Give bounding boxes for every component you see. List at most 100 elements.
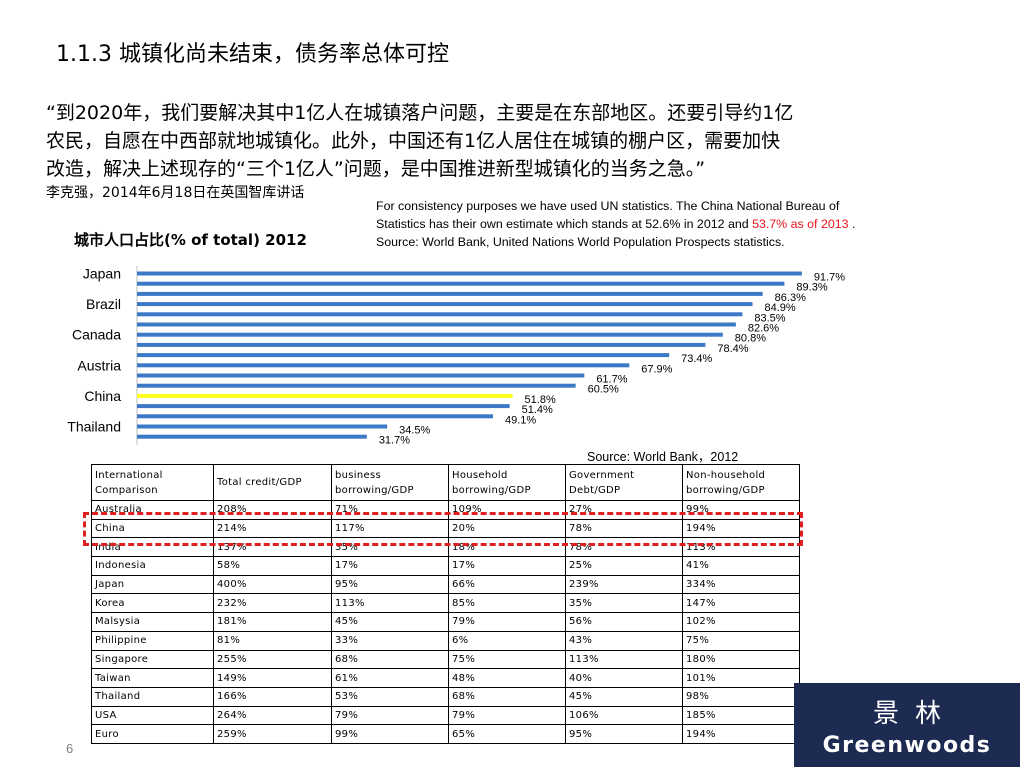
bar-value-label: 67.9% — [641, 363, 672, 375]
table-cell: 400% — [213, 574, 332, 595]
bar-value-label: 86.3% — [775, 292, 806, 304]
bar-value-label: 89.3% — [796, 282, 827, 294]
bar — [137, 434, 367, 439]
quote-line: “到2020年，我们要解决其中1亿人在城镇落户问题，主要是在东部地区。还要引导约… — [46, 102, 794, 124]
table-cell: 25% — [565, 556, 683, 576]
table-cell: 194% — [682, 724, 800, 744]
bar-value-label: 80.8% — [735, 333, 766, 345]
table-cell: 61% — [331, 668, 449, 688]
category-label: Austria — [77, 357, 121, 373]
bar — [137, 353, 670, 358]
bar — [137, 271, 802, 276]
bar-value-label: 73.4% — [681, 353, 712, 365]
table-cell: 180% — [682, 649, 800, 670]
table-cell: 239% — [565, 574, 683, 595]
table-cell: 75% — [682, 630, 800, 651]
table-cell: 79% — [448, 705, 566, 726]
bar — [137, 414, 493, 419]
bar — [137, 322, 736, 327]
bar-value-label: 61.7% — [596, 374, 627, 386]
table-row: USA 264% 79% 79% 106% 185% — [91, 705, 800, 726]
table-country-cell: Taiwan — [91, 668, 214, 688]
table-row: Indonesia 58% 17% 17% 25% 41% — [91, 556, 800, 576]
table-cell: 79% — [331, 705, 449, 726]
bar-value-label: 49.1% — [505, 414, 536, 426]
table-header-cell: Total credit/GDP — [213, 464, 332, 501]
table-header-cell: International Comparison — [91, 464, 214, 501]
table-cell: 99% — [331, 724, 449, 744]
urbanization-bar-chart: 91.7%89.3%86.3%84.9%83.5%82.6%80.8%78.4%… — [67, 266, 845, 447]
table-cell: 85% — [448, 593, 566, 614]
table-country-cell: Indonesia — [91, 556, 214, 576]
table-row: Euro 259% 99% 65% 95% 194% — [91, 724, 800, 744]
page-number: 6 — [66, 741, 74, 756]
note-source: Source: World Bank, United Nations World… — [376, 235, 785, 249]
table-cell: 259% — [213, 724, 332, 744]
table-header-cell: Government Debt/GDP — [565, 464, 683, 501]
statistics-note: For consistency purposes we have used UN… — [376, 197, 931, 251]
table-cell: 264% — [213, 705, 332, 726]
bar — [137, 332, 723, 337]
table-country-cell: Korea — [91, 593, 214, 614]
category-label: Thailand — [67, 419, 121, 435]
bar — [137, 342, 706, 347]
table-cell: 17% — [448, 556, 566, 576]
chart-title: 城市人口占比(% of total) 2012 — [74, 231, 307, 249]
table-country-cell: Euro — [91, 724, 214, 744]
table-cell: 17% — [331, 556, 449, 576]
table-cell: 166% — [213, 686, 332, 707]
debt-comparison-table: International Comparison Total credit/GDP… — [91, 464, 800, 744]
table-cell: 81% — [213, 630, 332, 651]
table-cell: 45% — [565, 686, 683, 707]
china-row-highlight — [83, 512, 803, 546]
bar-china-highlight — [137, 393, 513, 398]
quote-block: “到2020年，我们要解决其中1亿人在城镇落户问题，主要是在东部地区。还要引导约… — [46, 99, 946, 183]
greenwoods-logo: 景林 Greenwoods — [794, 683, 1020, 767]
logo-english-text: Greenwoods — [822, 733, 992, 758]
table-cell: 75% — [448, 649, 566, 670]
note-text: . — [848, 217, 856, 231]
table-cell: 35% — [565, 593, 683, 614]
table-header-cell: business borrowing/GDP — [331, 464, 449, 501]
bar-value-label: 82.6% — [748, 323, 779, 335]
table-cell: 98% — [682, 686, 800, 707]
table-cell: 40% — [565, 668, 683, 688]
bar — [137, 424, 388, 429]
table-cell: 255% — [213, 649, 332, 670]
table-header-cell: Household borrowing/GDP — [448, 464, 566, 501]
table-cell: 56% — [565, 612, 683, 632]
bar — [137, 383, 576, 388]
table-cell: 43% — [565, 630, 683, 651]
table-cell: 65% — [448, 724, 566, 744]
table-row: Korea 232% 113% 85% 35% 147% — [91, 593, 800, 614]
table-country-cell: Japan — [91, 574, 214, 595]
bar-value-label: 91.7% — [814, 272, 845, 284]
table-cell: 149% — [213, 668, 332, 688]
bar-value-label: 83.5% — [754, 312, 785, 324]
quote-attribution: 李克强，2014年6月18日在英国智库讲话 — [46, 185, 305, 201]
bar — [137, 373, 585, 378]
table-country-cell: Thailand — [91, 686, 214, 707]
bar-value-label: 60.5% — [588, 384, 619, 396]
note-text: Statistics has their own estimate which … — [376, 217, 753, 231]
table-cell: 45% — [331, 612, 449, 632]
table-cell: 102% — [682, 612, 800, 632]
bar — [137, 404, 510, 409]
table-row: Malsysia 181% 45% 79% 56% 102% — [91, 612, 800, 632]
category-label: Brazil — [86, 296, 121, 312]
table-cell: 334% — [682, 574, 800, 595]
table-cell: 185% — [682, 705, 800, 726]
table-row: Taiwan 149% 61% 48% 40% 101% — [91, 668, 800, 688]
bar-value-label: 31.7% — [379, 435, 410, 447]
table-cell: 66% — [448, 574, 566, 595]
bar — [137, 291, 763, 296]
table-row: Philippine 81% 33% 6% 43% 75% — [91, 630, 800, 651]
table-country-cell: USA — [91, 705, 214, 726]
table-row: Japan 400% 95% 66% 239% 334% — [91, 574, 800, 595]
bar — [137, 302, 753, 307]
table-cell: 41% — [682, 556, 800, 576]
bar-value-label: 51.4% — [522, 404, 553, 416]
table-cell: 113% — [565, 649, 683, 670]
note-line: Statistics has their own estimate which … — [376, 215, 931, 233]
bar-value-label: 84.9% — [765, 302, 796, 314]
